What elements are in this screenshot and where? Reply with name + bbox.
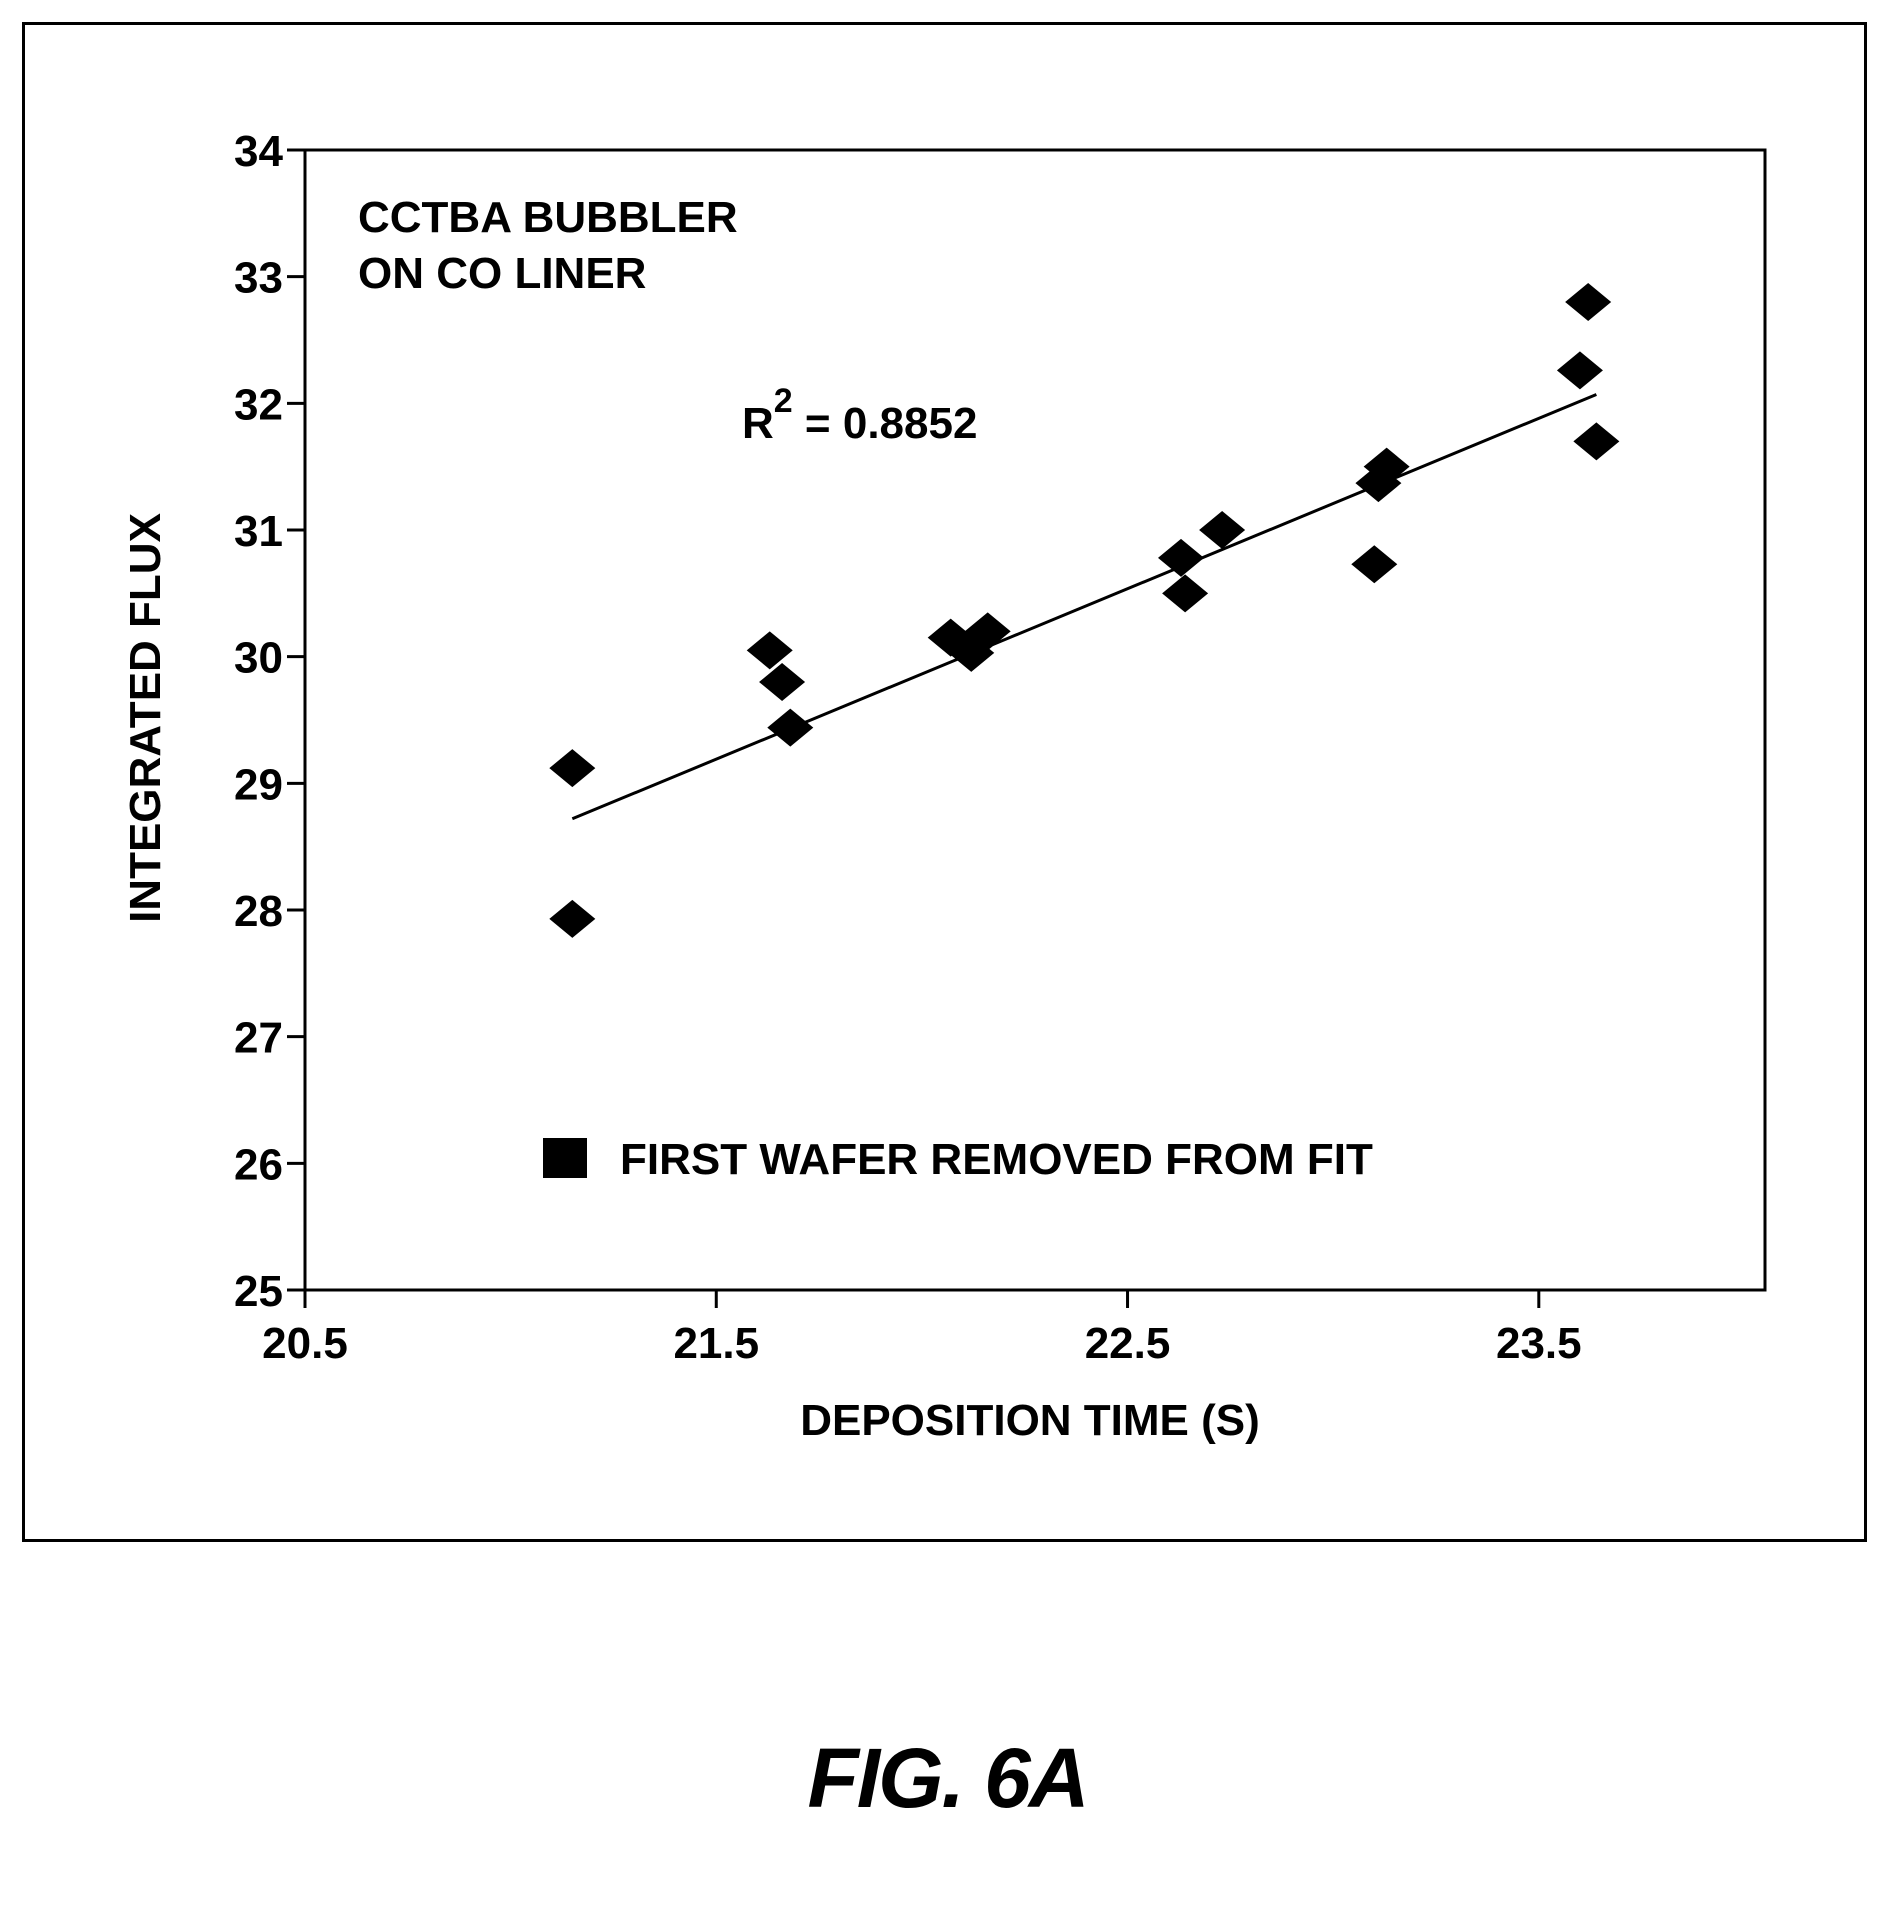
data-point bbox=[1199, 511, 1246, 549]
data-point bbox=[1158, 538, 1204, 577]
scatter-chart: 25 26 27 28 29 30 31 32 33 34 20.5 21.5 22.5 23.5 CCT… bbox=[121, 127, 1767, 1445]
r-squared-base: R bbox=[742, 399, 774, 448]
r-squared-superscript: 2 bbox=[774, 382, 793, 420]
data-point bbox=[1556, 351, 1603, 390]
chart-text: CCTBA BUBBLER ON CO LINER R2 = 0.8852 DE… bbox=[121, 193, 1373, 1445]
data-point bbox=[767, 708, 814, 747]
y-tick-label: 28 bbox=[234, 887, 283, 936]
annotation-line-1: CCTBA BUBBLER bbox=[358, 193, 738, 242]
plot-area-border bbox=[303, 148, 1767, 1292]
data-point bbox=[1351, 545, 1398, 584]
figure-label: FIG. 6A bbox=[807, 1731, 1089, 1825]
y-tick-label: 25 bbox=[234, 1267, 283, 1316]
y-axis-title: INTEGRATED FLUX bbox=[121, 513, 170, 923]
axes: 25 26 27 28 29 30 31 32 33 34 20.5 21.5 22.5 23.5 bbox=[234, 127, 1767, 1368]
y-tick-label: 29 bbox=[234, 760, 283, 809]
data-point bbox=[1162, 574, 1209, 613]
data-point bbox=[964, 612, 1011, 651]
data-point bbox=[1573, 422, 1620, 461]
y-tick-label: 27 bbox=[234, 1014, 283, 1063]
x-axis-title: DEPOSITION TIME (S) bbox=[800, 1396, 1260, 1445]
y-tick-label: 26 bbox=[234, 1140, 283, 1189]
legend-marker bbox=[543, 1138, 587, 1178]
y-tick-label: 32 bbox=[234, 380, 283, 429]
data-point bbox=[1565, 283, 1612, 321]
y-tick-label: 34 bbox=[234, 127, 283, 176]
figure-frame bbox=[22, 22, 1867, 1542]
r-squared-value: = 0.8852 bbox=[793, 399, 978, 448]
legend-label: FIRST WAFER REMOVED FROM FIT bbox=[620, 1135, 1373, 1184]
data-point bbox=[1363, 447, 1410, 486]
r-squared-label: R2 = 0.8852 bbox=[742, 382, 977, 448]
x-tick-label: 22.5 bbox=[1085, 1319, 1171, 1368]
annotation-line-2: ON CO LINER bbox=[358, 249, 646, 298]
y-tick-label: 30 bbox=[234, 634, 283, 683]
x-tick-label: 21.5 bbox=[673, 1319, 759, 1368]
data-points bbox=[549, 283, 1620, 938]
data-point bbox=[746, 631, 793, 670]
data-point bbox=[549, 899, 596, 938]
x-tick-label: 20.5 bbox=[262, 1319, 348, 1368]
data-point bbox=[549, 749, 596, 788]
y-tick-label: 31 bbox=[234, 507, 283, 556]
y-tick-label: 33 bbox=[234, 254, 283, 303]
x-tick-label: 23.5 bbox=[1496, 1319, 1582, 1368]
fit-line-layer bbox=[571, 393, 1597, 821]
fit-line bbox=[571, 393, 1597, 821]
data-point bbox=[759, 663, 806, 701]
